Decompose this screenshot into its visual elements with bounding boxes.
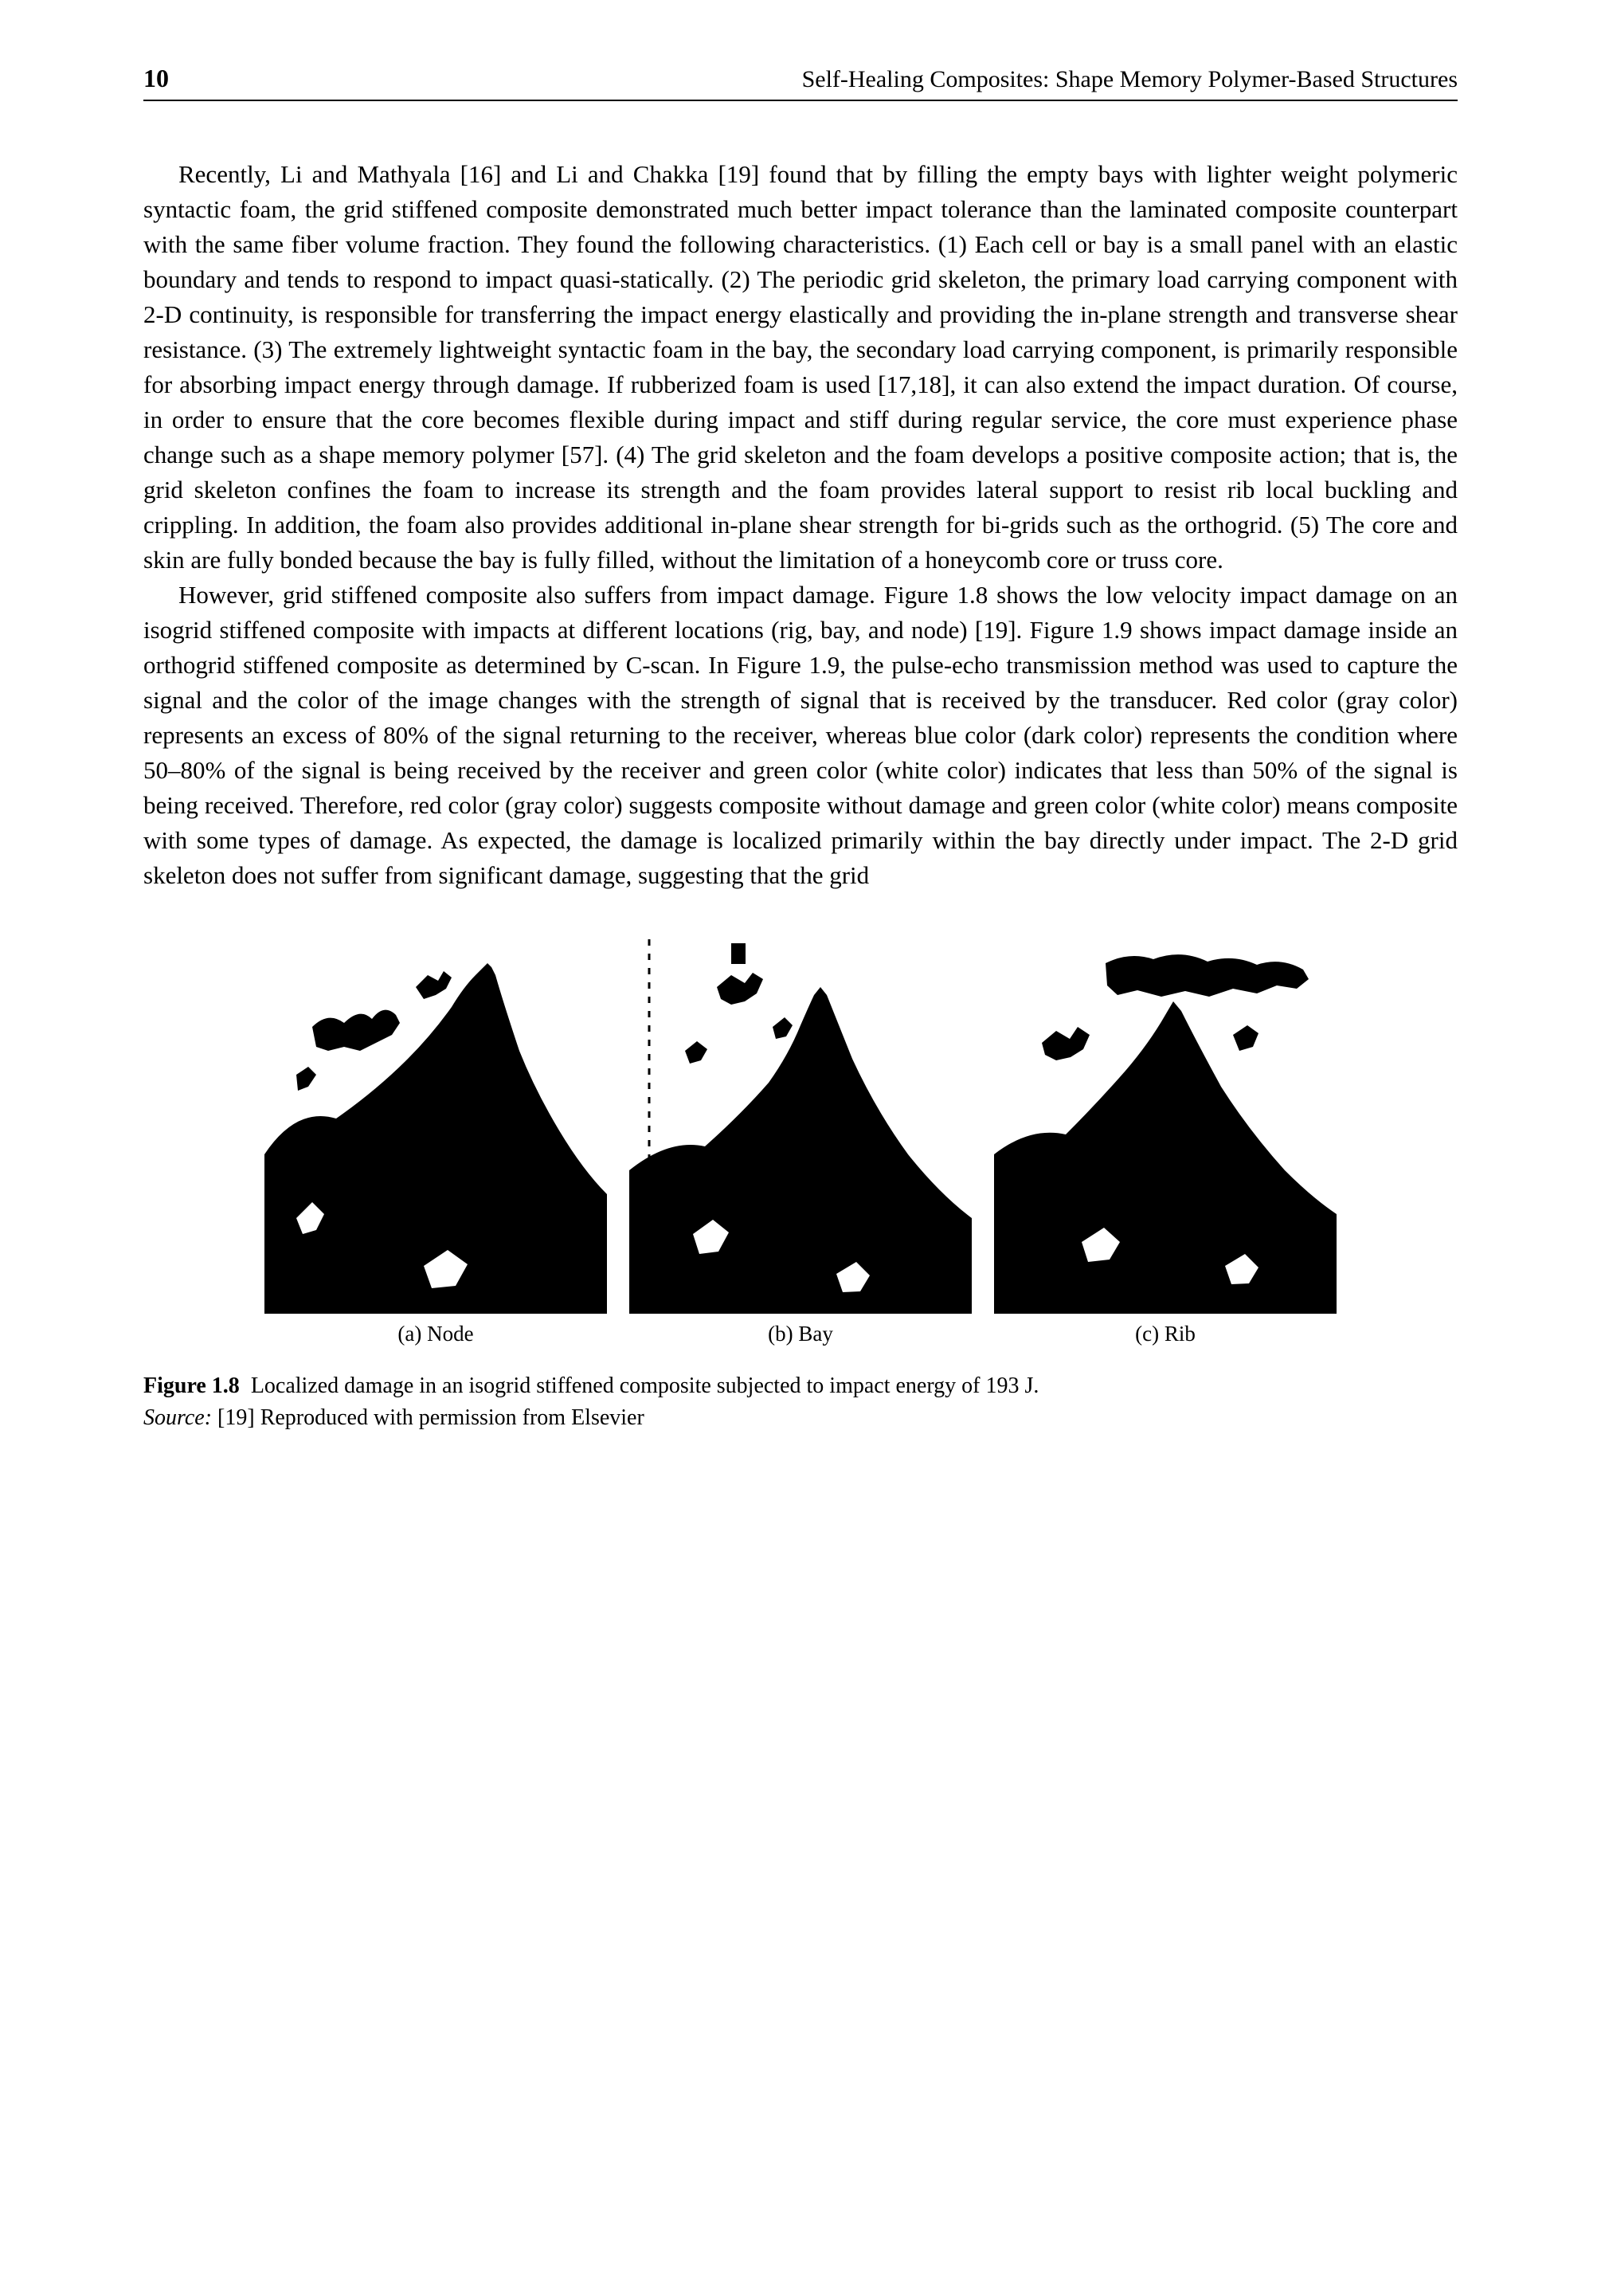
paragraph-1: Recently, Li and Mathyala [16] and Li an… — [143, 157, 1458, 578]
figure-source-label: Source: — [143, 1405, 212, 1430]
subfigure-b: (b) Bay — [629, 931, 972, 1346]
subfigure-a: (a) Node — [264, 931, 607, 1346]
figure-images-row: (a) Node (b) Bay — [143, 931, 1458, 1346]
page-header: 10 Self-Healing Composites: Shape Memory… — [143, 64, 1458, 101]
subfigure-c-label: (c) Rib — [1135, 1322, 1196, 1346]
running-title: Self-Healing Composites: Shape Memory Po… — [802, 66, 1458, 93]
subfigure-b-label: (b) Bay — [768, 1322, 833, 1346]
figure-source-text: [19] Reproduced with permission from Els… — [217, 1405, 644, 1430]
subfigure-c: (c) Rib — [994, 931, 1337, 1346]
subfigure-c-image — [994, 931, 1337, 1314]
body-text: Recently, Li and Mathyala [16] and Li an… — [143, 157, 1458, 893]
page-number: 10 — [143, 64, 169, 93]
figure-caption: Figure 1.8 Localized damage in an isogri… — [143, 1370, 1458, 1432]
subfigure-a-image — [264, 931, 607, 1314]
figure-label: Figure 1.8 — [143, 1373, 240, 1398]
paragraph-2: However, grid stiffened composite also s… — [143, 578, 1458, 893]
figure-caption-text: Localized damage in an isogrid stiffened… — [251, 1373, 1039, 1398]
figure-1-8: (a) Node (b) Bay — [143, 931, 1458, 1432]
subfigure-b-image — [629, 931, 972, 1314]
subfigure-a-label: (a) Node — [397, 1322, 473, 1346]
